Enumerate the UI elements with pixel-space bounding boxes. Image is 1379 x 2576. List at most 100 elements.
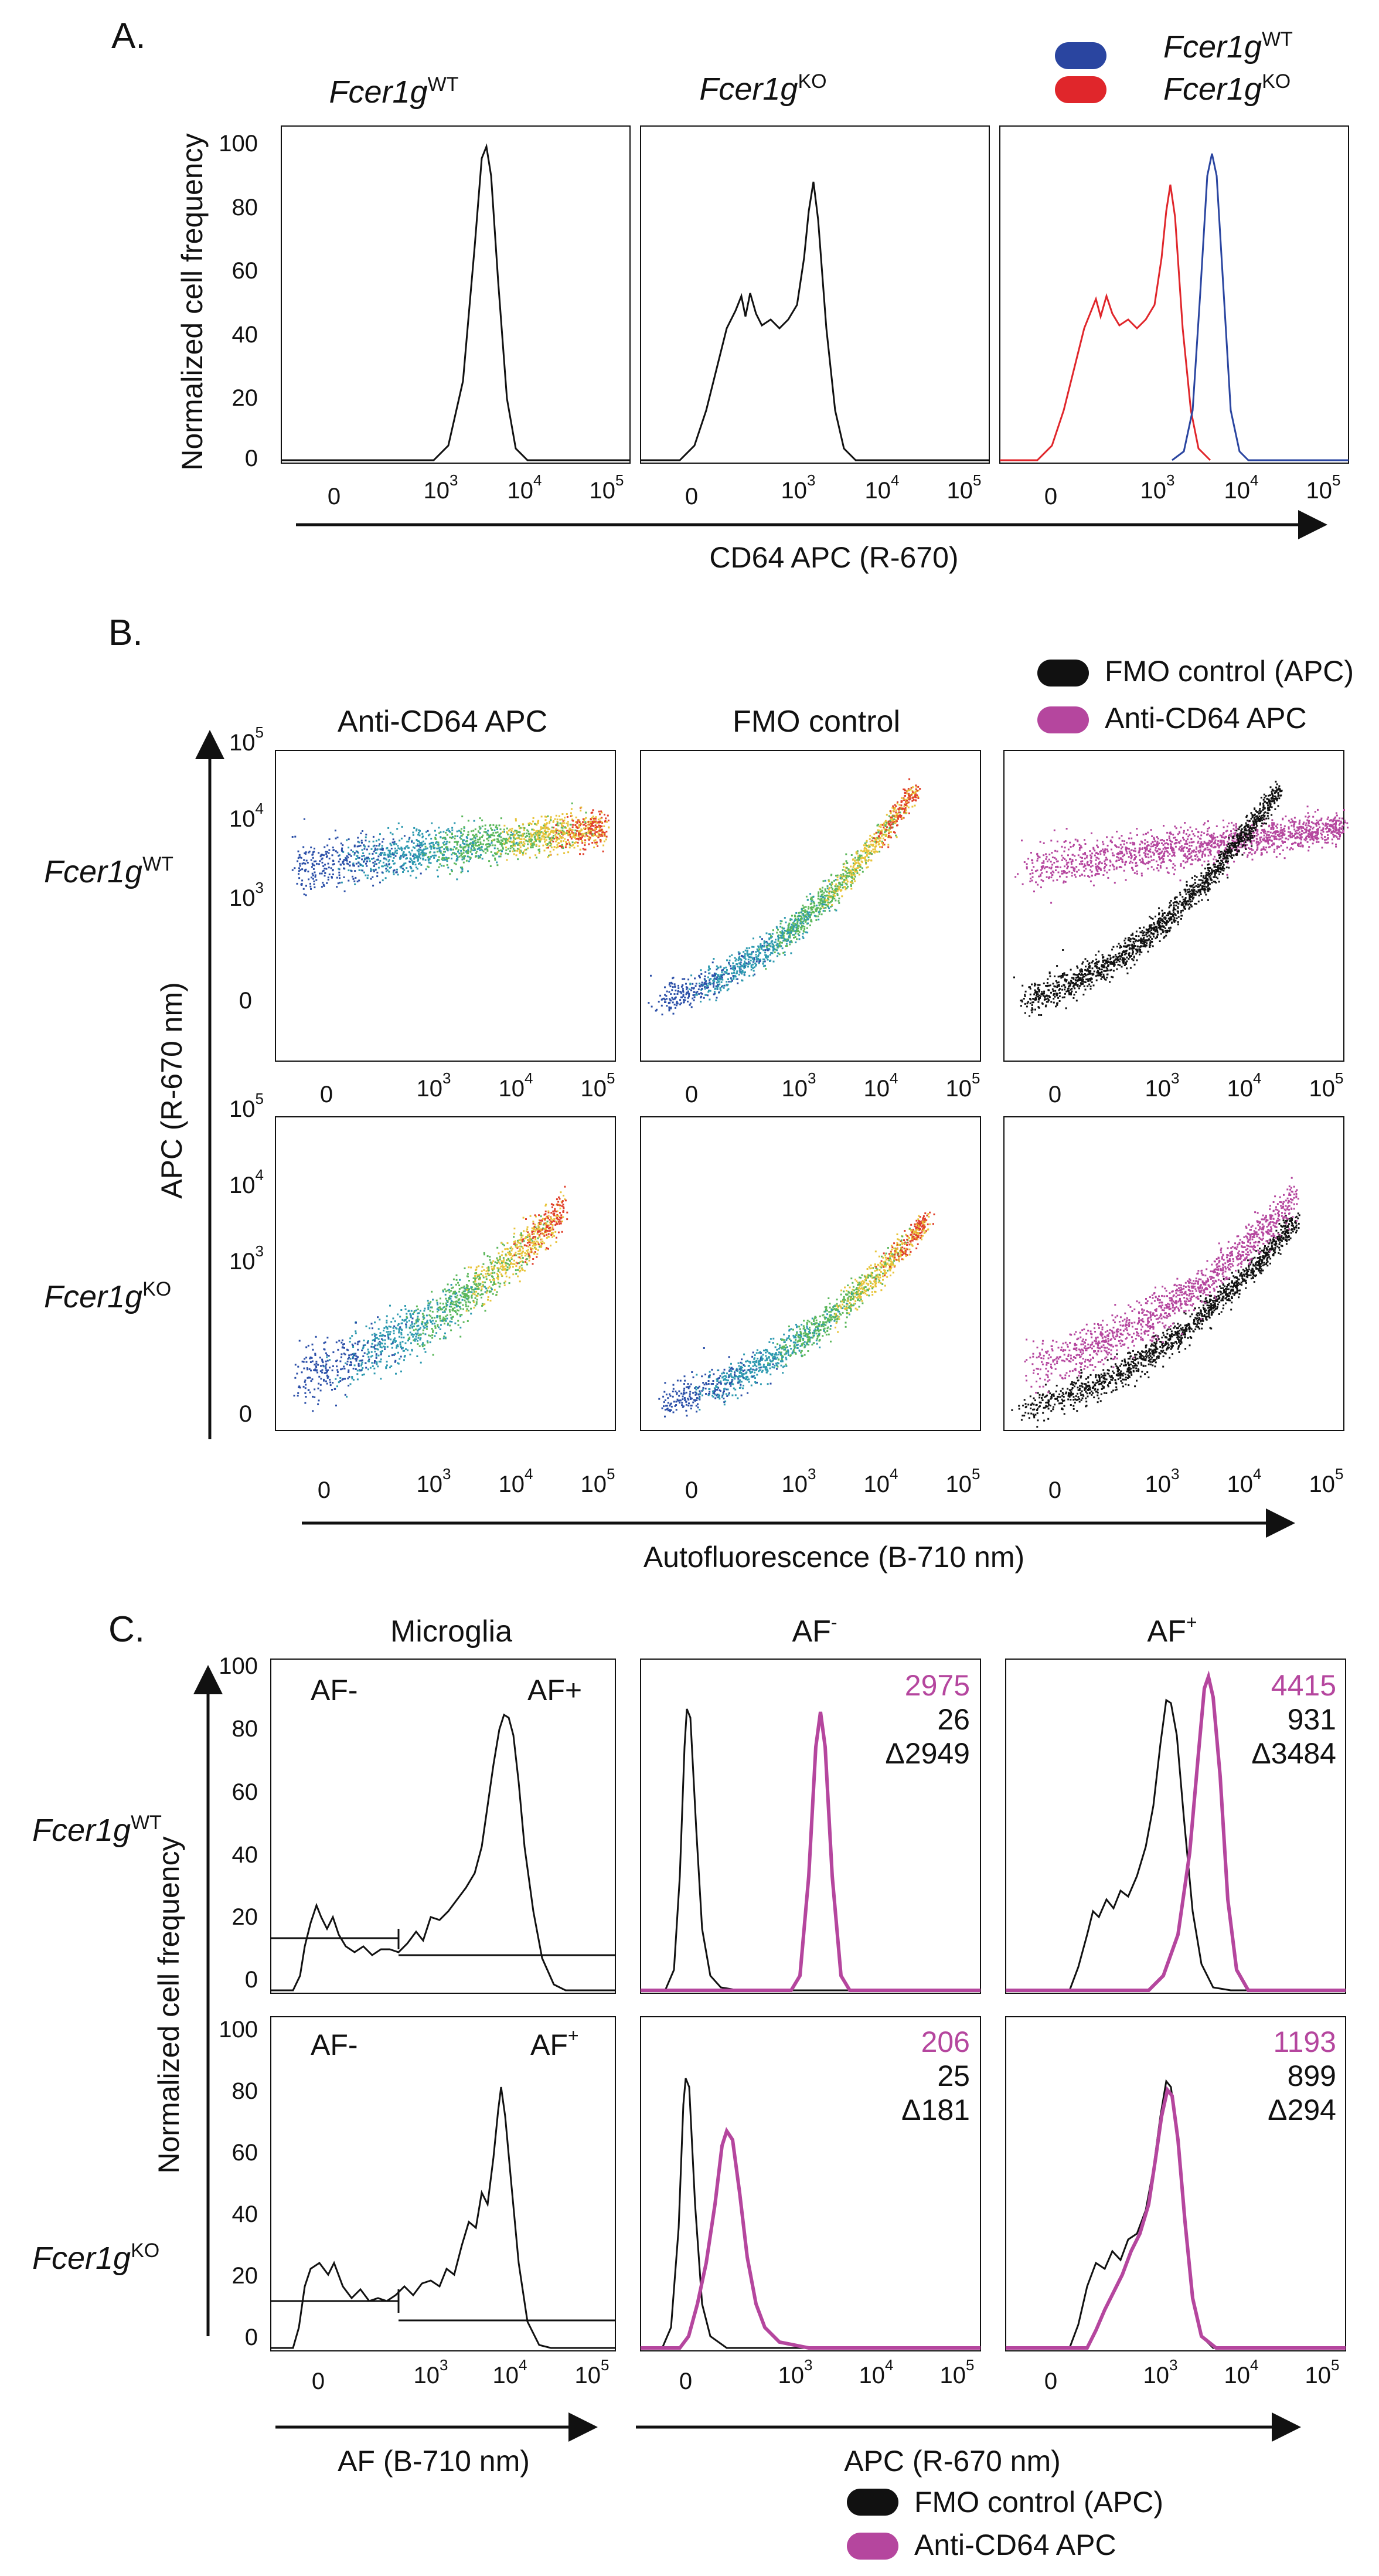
scatter-dot — [864, 852, 867, 854]
scatter-dot — [1222, 833, 1224, 835]
scatter-dot — [1266, 833, 1268, 835]
scatter-dot — [600, 841, 602, 843]
scatter-dot — [891, 826, 893, 828]
scatter-dot — [1143, 852, 1145, 854]
scatter-dot — [591, 824, 593, 826]
scatter-dot — [1150, 845, 1152, 848]
scatter-dot — [339, 882, 341, 884]
scatter-dot — [847, 868, 850, 871]
scatter-dot — [699, 985, 701, 988]
scatter-dot — [810, 919, 812, 921]
scatter-dot — [459, 846, 462, 848]
scatter-dot — [382, 865, 384, 868]
scatter-dot — [515, 830, 517, 832]
scatter-dot — [1095, 873, 1097, 875]
scatter-dot — [305, 885, 307, 887]
panel-a-overlay-wt-curve — [1172, 153, 1349, 461]
scatter-dot — [400, 855, 402, 857]
scatter-dot — [881, 834, 884, 835]
scatter-dot — [1255, 842, 1258, 844]
scatter-dot — [832, 896, 834, 898]
scatter-dot — [1279, 838, 1282, 840]
scatter-dot — [580, 838, 583, 840]
scatter-dot — [1048, 876, 1050, 878]
scatter-dot — [314, 864, 315, 866]
scatter-dot — [741, 970, 744, 972]
scatter-dot — [821, 889, 823, 892]
scatter-dot — [845, 860, 847, 862]
scatter-dot — [550, 831, 552, 834]
scatter-dot — [697, 988, 700, 991]
scatter-dot — [308, 878, 310, 881]
scatter-dot — [433, 855, 435, 857]
scatter-dot — [777, 936, 779, 939]
scatter-dot — [880, 830, 882, 832]
scatter-dot — [676, 993, 679, 995]
scatter-dot — [1187, 850, 1189, 852]
scatter-dot — [305, 859, 308, 862]
scatter-dot — [1243, 834, 1245, 837]
scatter-dot — [1072, 845, 1074, 848]
scatter-dot — [1104, 848, 1106, 851]
scatter-dot — [1178, 848, 1180, 851]
scatter-dot — [494, 857, 496, 859]
scatter-dot — [892, 823, 894, 825]
scatter-dot — [312, 878, 314, 880]
scatter-dot — [420, 864, 423, 866]
scatter-dot — [888, 829, 890, 831]
scatter-dot — [726, 983, 728, 985]
scatter-dot — [462, 840, 464, 842]
scatter-dot — [804, 909, 806, 912]
scatter-dot — [1090, 857, 1092, 859]
scatter-dot — [753, 946, 755, 948]
scatter-dot — [1214, 837, 1216, 839]
scatter-dot — [1153, 844, 1155, 845]
scatter-dot — [817, 907, 819, 909]
xtick: 0 — [685, 484, 698, 509]
legend-a-ko-swatch — [1055, 76, 1106, 103]
scatter-dot — [1305, 828, 1308, 831]
scatter-dot — [838, 902, 840, 904]
scatter-dot — [584, 821, 587, 823]
scatter-dot — [854, 875, 856, 878]
scatter-dot — [1111, 852, 1114, 854]
scatter-dot — [1084, 865, 1085, 868]
scatter-dot — [800, 920, 802, 922]
scatter-dot — [400, 847, 403, 849]
scatter-dot — [554, 830, 556, 832]
scatter-dot — [1080, 856, 1082, 858]
scatter-dot — [457, 841, 459, 843]
scatter-dot — [798, 938, 801, 940]
scatter-dot — [341, 847, 343, 849]
scatter-dot — [832, 892, 835, 893]
scatter-dot — [875, 831, 877, 834]
scatter-dot — [1109, 859, 1111, 862]
scatter-dot — [425, 831, 427, 833]
scatter-dot — [779, 944, 781, 947]
scatter-dot — [560, 840, 562, 842]
scatter-dot — [1320, 832, 1322, 835]
scatter-dot — [911, 790, 914, 792]
scatter-dot — [566, 815, 568, 818]
scatter-dot — [777, 952, 779, 954]
scatter-dot — [1272, 832, 1274, 835]
scatter-dot — [1090, 855, 1092, 858]
scatter-dot — [790, 927, 792, 930]
scatter-dot — [593, 825, 595, 827]
scatter-dot — [561, 818, 563, 821]
scatter-dot — [405, 858, 407, 860]
scatter-dot — [1283, 828, 1285, 830]
scatter-dot — [513, 849, 516, 852]
scatter-dot — [881, 835, 883, 837]
scatter-dot — [294, 867, 296, 869]
scatter-dot — [1200, 841, 1203, 844]
scatter-dot — [842, 875, 844, 878]
scatter-dot — [499, 828, 502, 831]
scatter-dot — [382, 841, 384, 843]
scatter-dot — [1320, 817, 1323, 820]
scatter-dot — [1307, 812, 1309, 814]
xtick: 104 — [865, 471, 900, 504]
scatter-dot — [304, 869, 306, 872]
scatter-dot — [535, 840, 537, 842]
scatter-dot — [891, 816, 893, 818]
